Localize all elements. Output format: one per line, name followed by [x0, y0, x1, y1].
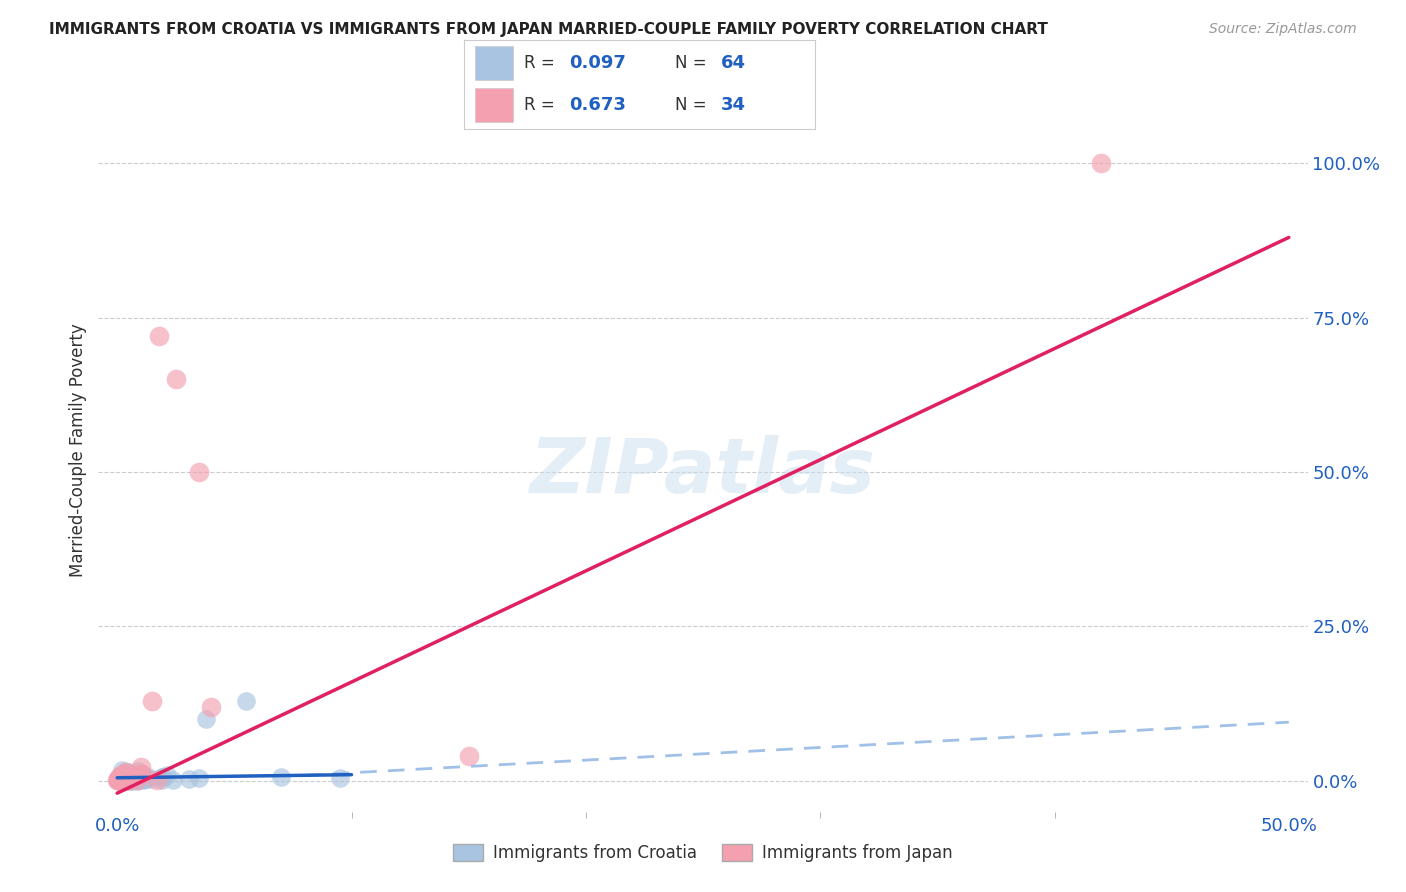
Point	[112, 770, 135, 784]
Point	[188, 465, 211, 479]
Point	[118, 772, 141, 787]
Point	[114, 769, 136, 783]
Point	[150, 770, 173, 784]
Point	[150, 770, 173, 784]
Text: 0.097: 0.097	[569, 54, 626, 72]
Legend: Immigrants from Croatia, Immigrants from Japan: Immigrants from Croatia, Immigrants from…	[447, 837, 959, 869]
Point	[118, 772, 141, 787]
Point	[177, 772, 200, 787]
Point	[107, 772, 129, 786]
Point	[110, 773, 132, 788]
Point	[110, 773, 132, 788]
Point	[115, 772, 138, 786]
Point	[114, 773, 136, 788]
Point	[121, 771, 143, 785]
Point	[148, 329, 170, 343]
Point	[117, 764, 139, 779]
Point	[122, 767, 145, 781]
Point	[111, 764, 134, 778]
Point	[188, 771, 211, 785]
Point	[108, 770, 131, 784]
Point	[1090, 156, 1112, 170]
Point	[131, 771, 153, 785]
Point	[112, 772, 135, 786]
Point	[135, 772, 157, 786]
Point	[457, 749, 479, 764]
Point	[129, 772, 152, 786]
Point	[115, 769, 138, 783]
Point	[114, 766, 136, 780]
Point	[141, 693, 163, 707]
Point	[112, 768, 135, 782]
Point	[112, 769, 135, 783]
Point	[107, 772, 129, 787]
Text: R =: R =	[524, 96, 560, 114]
Text: IMMIGRANTS FROM CROATIA VS IMMIGRANTS FROM JAPAN MARRIED-COUPLE FAMILY POVERTY C: IMMIGRANTS FROM CROATIA VS IMMIGRANTS FR…	[49, 22, 1047, 37]
Text: N =: N =	[675, 96, 711, 114]
Point	[115, 773, 138, 788]
Point	[107, 773, 129, 788]
Point	[131, 767, 153, 781]
Point	[108, 772, 131, 786]
Point	[124, 768, 146, 782]
Point	[117, 769, 139, 783]
Point	[136, 770, 159, 784]
Point	[120, 773, 142, 788]
FancyBboxPatch shape	[475, 88, 513, 122]
Point	[118, 772, 141, 787]
Point	[270, 770, 292, 784]
Text: 64: 64	[721, 54, 745, 72]
Point	[127, 772, 149, 787]
Point	[165, 372, 187, 386]
Point	[195, 712, 218, 726]
Point	[108, 773, 131, 788]
Y-axis label: Married-Couple Family Poverty: Married-Couple Family Poverty	[69, 324, 87, 577]
Point	[105, 773, 128, 788]
Point	[117, 771, 139, 785]
Point	[132, 772, 155, 787]
Point	[111, 772, 134, 787]
Point	[200, 699, 222, 714]
Point	[235, 693, 257, 707]
Point	[127, 772, 149, 787]
Point	[121, 772, 143, 786]
Point	[129, 766, 152, 780]
Point	[141, 772, 163, 786]
Text: R =: R =	[524, 54, 560, 72]
FancyBboxPatch shape	[475, 46, 513, 80]
Point	[120, 773, 142, 788]
Point	[114, 765, 136, 780]
Point	[118, 769, 141, 783]
Point	[127, 773, 149, 788]
Point	[117, 772, 139, 786]
Point	[120, 769, 142, 783]
Point	[127, 764, 149, 779]
Point	[124, 768, 146, 782]
Point	[131, 760, 153, 774]
Point	[146, 773, 169, 788]
Point	[121, 773, 143, 788]
Text: 0.673: 0.673	[569, 96, 626, 114]
Point	[118, 771, 141, 785]
Point	[110, 773, 132, 788]
Point	[150, 772, 173, 787]
Point	[110, 768, 132, 782]
Point	[107, 772, 129, 787]
Point	[115, 764, 138, 779]
Text: ZIPatlas: ZIPatlas	[530, 435, 876, 509]
Point	[107, 772, 129, 786]
Point	[118, 772, 141, 787]
Point	[115, 767, 138, 781]
Point	[329, 771, 352, 785]
Text: 34: 34	[721, 96, 745, 114]
Point	[112, 771, 135, 785]
Text: N =: N =	[675, 54, 711, 72]
Point	[120, 770, 142, 784]
Point	[107, 770, 129, 784]
Point	[162, 773, 184, 788]
Point	[129, 772, 152, 786]
Text: Source: ZipAtlas.com: Source: ZipAtlas.com	[1209, 22, 1357, 37]
Point	[156, 768, 179, 782]
Point	[134, 772, 156, 786]
